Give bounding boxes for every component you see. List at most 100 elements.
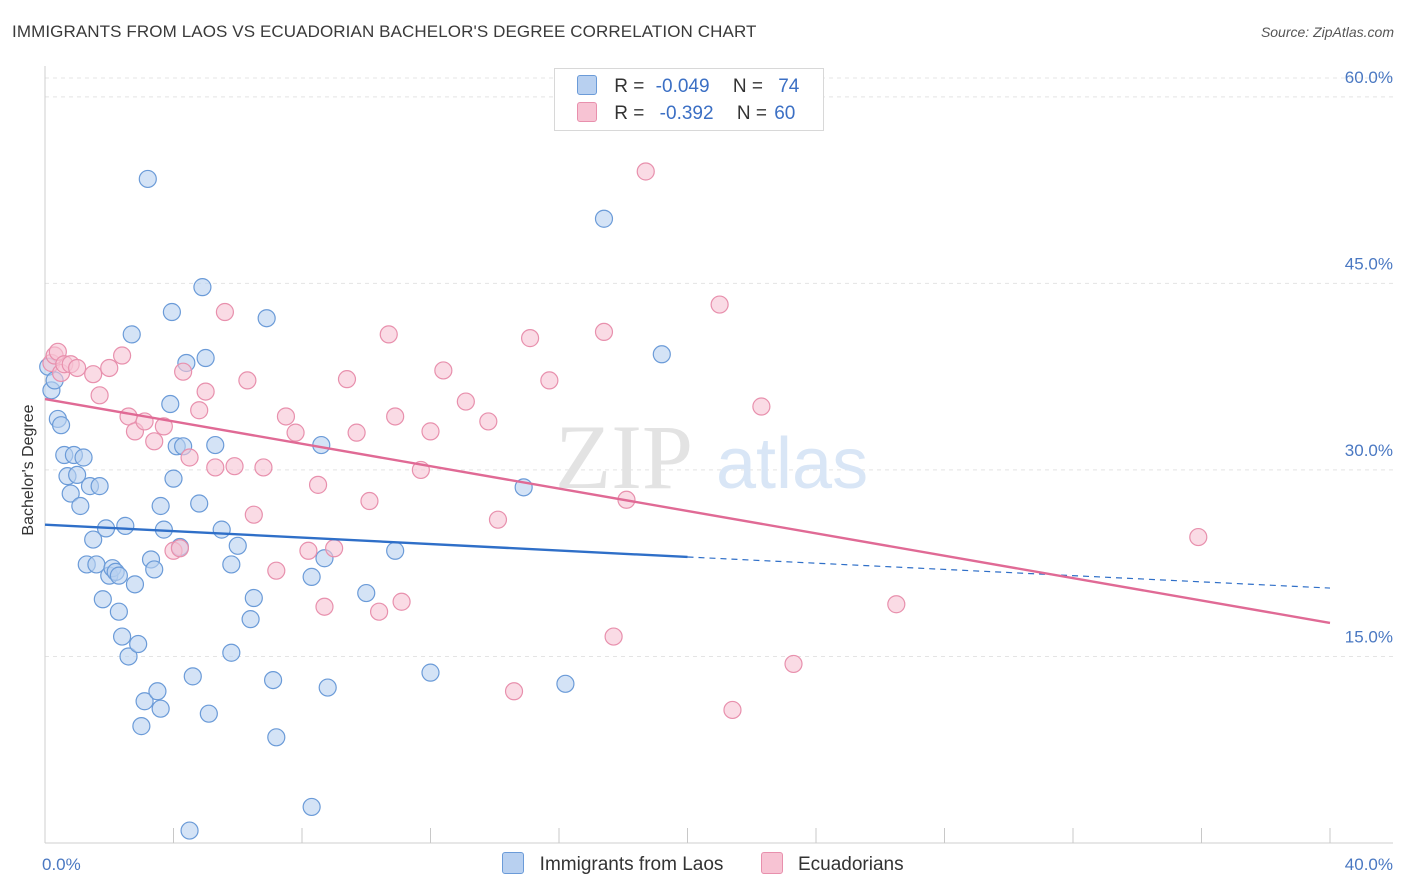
laos-point: [421, 663, 440, 682]
ecuadorian-point: [1189, 527, 1208, 547]
ecuadorian-point: [456, 392, 475, 411]
laos-trend-extension: [687, 556, 1331, 589]
ecuadorian-point: [392, 592, 411, 611]
legend-r-label: R =: [614, 103, 645, 124]
laos-point: [302, 567, 321, 586]
laos-point: [263, 670, 283, 690]
series-legend: Immigrants from Laos Ecuadorians: [0, 852, 1406, 876]
laos-point: [161, 394, 180, 414]
y-tick-label: 30.0%: [1345, 441, 1393, 460]
laos-point: [241, 610, 260, 629]
ecuadorian-point: [504, 682, 524, 701]
ecuadorian-point: [488, 510, 508, 529]
chart-title: IMMIGRANTS FROM LAOS VS ECUADORIAN BACHE…: [12, 22, 757, 41]
ecuadorian-point: [540, 371, 559, 390]
laos-point: [212, 520, 231, 539]
source-label: Source: ZipAtlas.com: [1260, 24, 1394, 40]
x-tick-label: 0.0%: [42, 855, 81, 874]
laos-point: [71, 496, 90, 516]
ecuadorian-point: [347, 423, 366, 442]
ecuadorian-point: [315, 597, 334, 616]
laos-point: [357, 583, 376, 603]
ecuadorian-point: [636, 162, 655, 181]
trend-lines: [44, 397, 1331, 625]
laos-point: [652, 345, 671, 364]
watermark-atlas: atlas: [716, 424, 868, 504]
laos-point: [68, 465, 87, 485]
ecuadorian-point: [479, 412, 498, 431]
laos-point: [129, 634, 148, 654]
legend-row-ecuadorians: R = -0.392 N = 60: [577, 102, 795, 126]
ecuadorian-point: [752, 397, 771, 416]
ecuadorian-point: [244, 505, 263, 524]
grid-lines: [45, 77, 1393, 657]
laos-point: [302, 797, 321, 817]
laos-point: [119, 647, 138, 666]
laos-point: [84, 530, 103, 549]
ecuadorian-point: [594, 322, 614, 342]
ecuadorian-point: [434, 361, 453, 380]
legend-r-value-laos: -0.049: [655, 76, 710, 97]
laos-point: [109, 566, 128, 585]
laos-point: [116, 516, 135, 535]
ecuadorian-point: [286, 423, 305, 442]
legend-n-label: N =: [732, 76, 763, 97]
laos-point: [151, 699, 170, 718]
x-tick-label: 40.0%: [1345, 855, 1393, 874]
laos-point: [556, 674, 575, 693]
legend-ecuadorians-label: Ecuadorians: [797, 854, 904, 875]
legend-item-laos: Immigrants from Laos: [502, 852, 723, 876]
laos-point: [51, 416, 71, 435]
ecuadorian-point: [90, 386, 109, 405]
legend-item-ecuadorians: Ecuadorians: [760, 852, 904, 876]
ecuadorian-point: [360, 491, 379, 511]
laos-point: [180, 821, 199, 840]
laos-point: [244, 588, 263, 608]
legend-r-label: R =: [614, 76, 645, 97]
ecuadorian-point: [299, 541, 318, 560]
legend-row-laos: R = -0.049 N = 74: [577, 75, 799, 99]
ecuadorian-point: [887, 595, 906, 614]
ecuadorian-trend-line: [44, 397, 1331, 625]
laos-trend-line: [44, 523, 688, 559]
laos-point: [93, 590, 112, 609]
laos-point: [74, 448, 93, 467]
data-points: [39, 162, 1208, 840]
ecuadorian-point: [421, 422, 440, 441]
laos-point: [61, 484, 80, 503]
ecuadorian-point: [180, 448, 199, 467]
laos-swatch: [502, 852, 525, 874]
laos-point: [138, 169, 157, 189]
laos-point: [122, 325, 141, 344]
laos-point: [145, 560, 164, 579]
y-axis-label: Bachelor's Degree: [20, 404, 37, 535]
laos-point: [90, 477, 109, 496]
laos-swatch: [577, 75, 597, 95]
laos-point: [222, 643, 241, 662]
ecuadorian-point: [370, 602, 389, 621]
ecuadorian-point: [170, 539, 190, 558]
laos-point: [386, 541, 405, 560]
laos-point: [193, 278, 212, 297]
laos-point: [257, 309, 276, 328]
ecuadorian-point: [379, 325, 398, 344]
laos-point: [318, 678, 337, 697]
ecuadorian-point: [386, 407, 405, 426]
y-tick-label: 60.0%: [1345, 68, 1393, 87]
y-tick-labels: 15.0% 30.0% 45.0% 60.0%: [1345, 68, 1393, 647]
ecuadorian-point: [254, 458, 273, 477]
laos-point: [112, 627, 132, 646]
laos-point: [183, 667, 202, 686]
ecuadorian-point: [267, 561, 286, 580]
y-tick-label: 15.0%: [1345, 627, 1393, 646]
ecuadorian-point: [238, 371, 257, 390]
ecuadorian-point: [196, 382, 215, 401]
ecuadorian-point: [337, 370, 357, 389]
ecuadorian-point: [68, 358, 87, 378]
laos-point: [109, 602, 128, 621]
laos-point: [267, 728, 286, 747]
laos-point: [222, 555, 241, 574]
ecuadorian-point: [215, 302, 234, 322]
ecuadorian-point: [145, 432, 164, 451]
